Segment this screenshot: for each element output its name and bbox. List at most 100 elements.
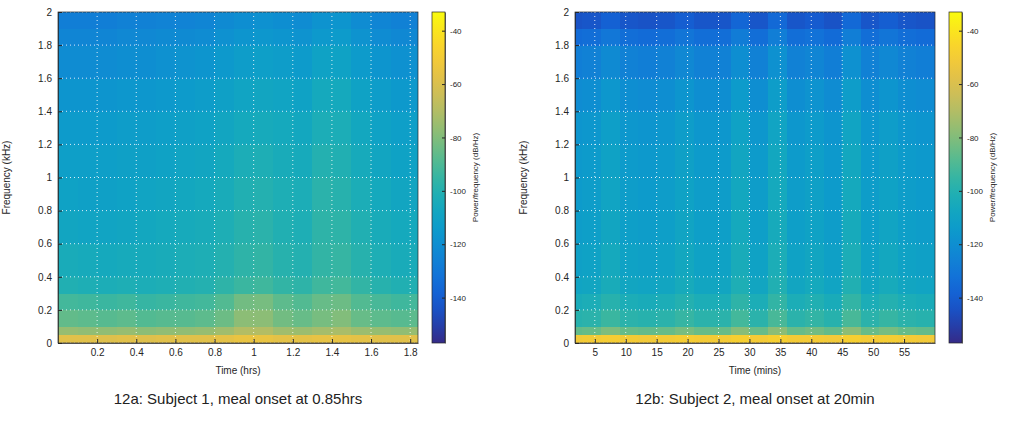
heatmap-cell xyxy=(675,178,694,212)
heatmap-cell xyxy=(273,111,293,145)
y-tick-label: 1.6 xyxy=(38,73,52,84)
heatmap-cell xyxy=(97,335,117,343)
heatmap-cell xyxy=(749,111,768,145)
y-tick-label: 1.6 xyxy=(555,73,569,84)
heatmap-cell xyxy=(117,178,137,212)
heatmap-cell xyxy=(254,178,274,212)
heatmap-cell xyxy=(195,211,215,245)
heatmap-cell xyxy=(805,12,824,29)
heatmap-cell xyxy=(824,277,843,294)
heatmap-cell xyxy=(768,111,787,145)
heatmap-cell xyxy=(351,111,371,145)
tick: 1.6 xyxy=(555,73,579,84)
heatmap-cell xyxy=(410,45,418,79)
heatmap-cell xyxy=(156,211,176,245)
heatmap-cell xyxy=(156,178,176,212)
colorbar-tick-label: -120 xyxy=(967,240,984,249)
y-tick xyxy=(58,111,62,112)
tick: -40 xyxy=(959,27,979,36)
colorbar-tick xyxy=(959,191,962,192)
x-axis-line xyxy=(576,343,936,344)
heatmap-cell xyxy=(293,335,313,343)
heatmap-cell xyxy=(156,111,176,145)
heatmap-cell xyxy=(575,293,583,310)
heatmap-cell xyxy=(731,12,750,29)
heatmap-cell xyxy=(787,29,806,46)
heatmap-cell xyxy=(712,12,731,29)
heatmap-cell xyxy=(371,277,391,294)
heatmap-cell xyxy=(638,29,657,46)
heatmap-cell xyxy=(638,335,657,343)
heatmap-cell xyxy=(582,178,601,212)
colorbar-tick-label: -80 xyxy=(450,134,462,143)
tick: 0.6 xyxy=(38,238,62,249)
heatmap-cell xyxy=(312,144,332,178)
heatmap-cell xyxy=(731,335,750,343)
heatmap-cell xyxy=(768,211,787,245)
heatmap-cell xyxy=(234,310,254,327)
heatmap-cell xyxy=(78,29,98,46)
heatmap-cell xyxy=(582,111,601,145)
heatmap-cell xyxy=(195,310,215,327)
heatmap-cell xyxy=(575,277,583,294)
heatmap-cell xyxy=(195,144,215,178)
heatmap-cell xyxy=(861,335,880,343)
heatmap-cell xyxy=(731,111,750,145)
heatmap-cell xyxy=(916,244,935,278)
x-tick-label: 1.8 xyxy=(404,347,418,358)
heatmap-cell xyxy=(694,144,713,178)
heatmap-cell xyxy=(575,78,583,112)
heatmap-cell xyxy=(787,111,806,145)
heatmap-cell xyxy=(620,277,639,294)
grid-line-x xyxy=(718,12,719,343)
heatmap-cell xyxy=(898,211,917,245)
heatmap-cell xyxy=(175,29,195,46)
heatmap-cell xyxy=(97,310,117,327)
heatmap-cell xyxy=(601,45,620,79)
heatmap-cell xyxy=(861,310,880,327)
heatmap-cell xyxy=(749,144,768,178)
heatmap-cell xyxy=(805,178,824,212)
heatmap-cell xyxy=(312,12,332,29)
heatmap-cell xyxy=(410,178,418,212)
heatmap-cell xyxy=(694,78,713,112)
heatmap-cell xyxy=(842,144,861,178)
heatmap-cell xyxy=(332,293,352,310)
heatmap-cell xyxy=(273,12,293,29)
heatmap-cell xyxy=(842,178,861,212)
heatmap-cell xyxy=(58,111,78,145)
heatmap-cell xyxy=(97,111,117,145)
heatmap-cell xyxy=(273,144,293,178)
colorbar-tick-label: -100 xyxy=(450,187,467,196)
heatmap-cell xyxy=(371,29,391,46)
heatmap-cell xyxy=(620,29,639,46)
x-tick-label: 35 xyxy=(775,347,787,358)
heatmap-cell xyxy=(273,293,293,310)
heatmap-cell xyxy=(824,335,843,343)
x-tick xyxy=(688,339,689,343)
x-tick xyxy=(97,339,98,343)
heatmap-cell xyxy=(254,29,274,46)
heatmap-cell xyxy=(78,111,98,145)
heatmap-cell xyxy=(749,211,768,245)
heatmap-cell xyxy=(156,45,176,79)
y-tick-label: 0.6 xyxy=(38,238,52,249)
heatmap-cell xyxy=(234,178,254,212)
heatmap-cell xyxy=(293,310,313,327)
y-tick-label: 0.8 xyxy=(38,205,52,216)
heatmap-cell xyxy=(58,293,78,310)
heatmap-cell xyxy=(842,277,861,294)
heatmap-cell xyxy=(601,277,620,294)
heatmap-cell xyxy=(156,29,176,46)
heatmap-cell xyxy=(861,111,880,145)
heatmap-cell xyxy=(391,335,411,343)
y-tick-label: 1.4 xyxy=(38,106,52,117)
heatmap-cell xyxy=(332,12,352,29)
heatmap-cell xyxy=(136,244,156,278)
heatmap-cell xyxy=(195,293,215,310)
heatmap-cell xyxy=(234,277,254,294)
heatmap-cell xyxy=(575,29,583,46)
heatmap-cell xyxy=(842,326,861,335)
heatmap-cell xyxy=(575,45,583,79)
heatmap-cell xyxy=(731,144,750,178)
